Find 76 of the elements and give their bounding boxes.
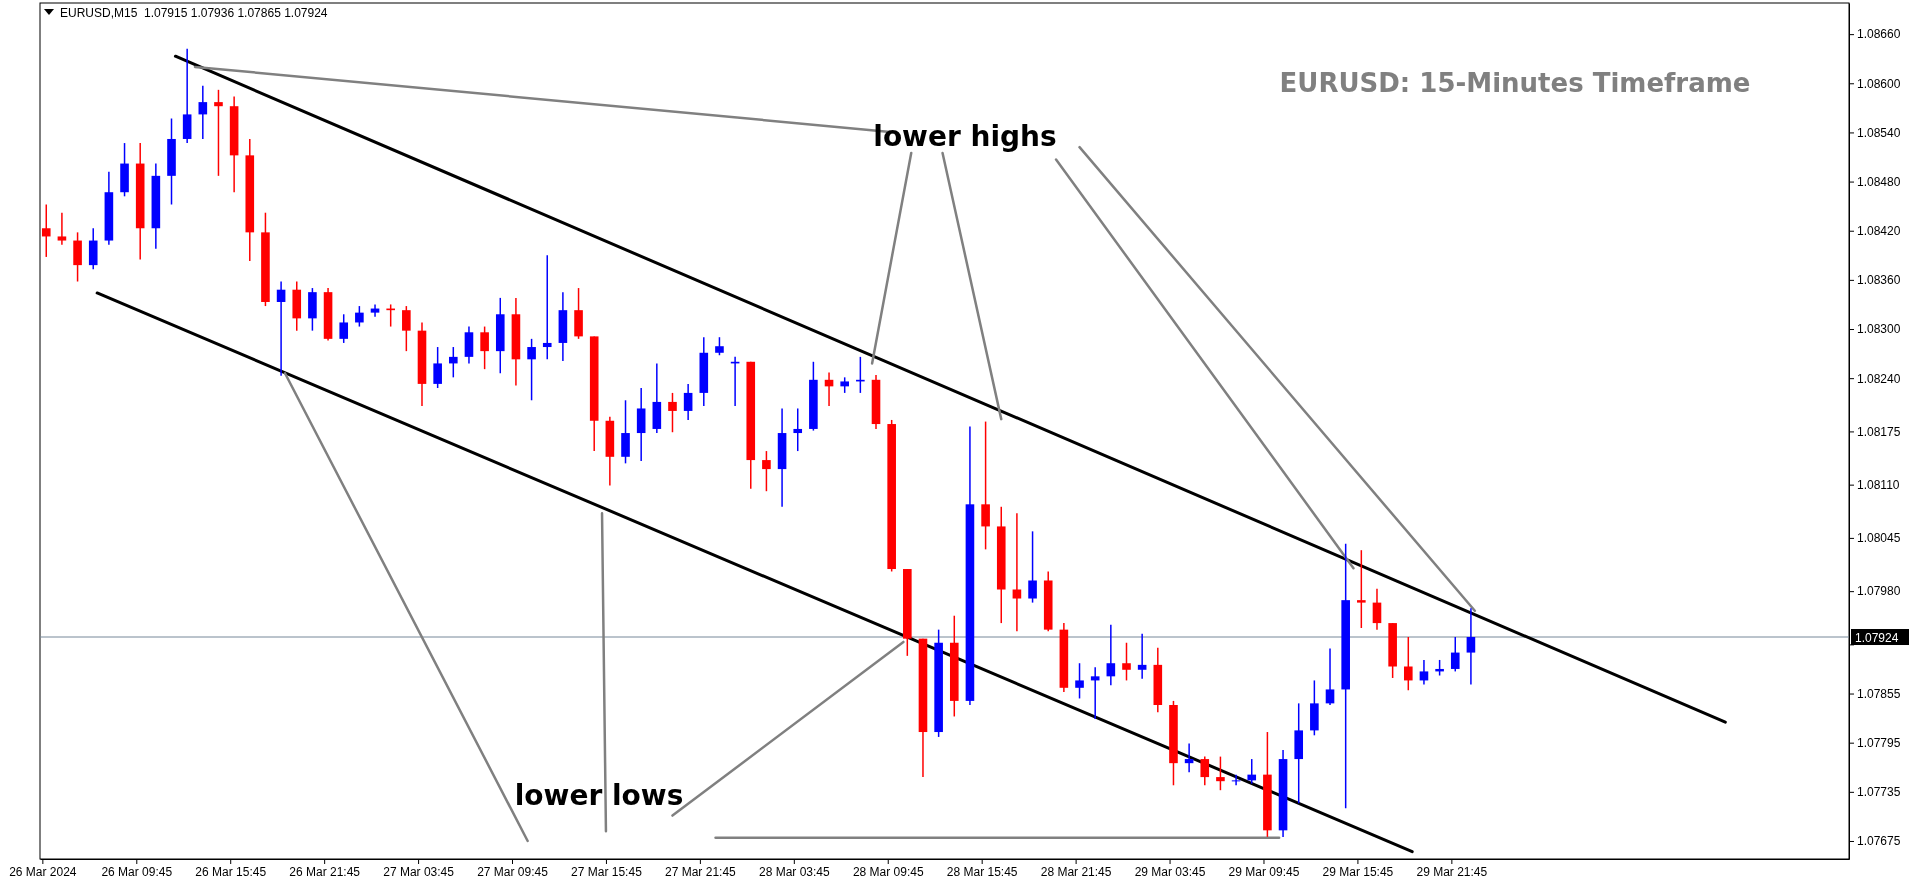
- y-tick-label: 1.08540: [1857, 125, 1901, 140]
- candlestick: [981, 420, 990, 551]
- x-tick-label: 27 Mar 03:45: [383, 864, 455, 879]
- x-tick-label: 26 Mar 2024: [9, 864, 77, 879]
- candlestick: [715, 336, 724, 356]
- y-tick-label: 1.07980: [1857, 584, 1901, 599]
- y-tick-label: 1.07795: [1857, 736, 1901, 751]
- x-tick-label: 26 Mar 15:45: [195, 864, 267, 879]
- candlestick: [1200, 755, 1210, 787]
- x-tick-label: 27 Mar 21:45: [665, 864, 737, 879]
- x-tick-label: 26 Mar 09:45: [101, 864, 173, 879]
- candlestick: [1466, 607, 1476, 686]
- x-tick-label: 26 Mar 21:45: [289, 864, 361, 879]
- y-tick-label: 1.08240: [1857, 371, 1901, 386]
- candlestick: [1106, 623, 1116, 687]
- candlestick: [198, 84, 208, 140]
- candlestick: [339, 313, 349, 344]
- candlestick: [668, 392, 677, 433]
- candlestick: [214, 89, 223, 177]
- candlestick: [1372, 587, 1382, 631]
- annotation: lower highs: [873, 120, 1057, 153]
- y-tick-label: 1.08175: [1857, 424, 1901, 439]
- candlestick: [355, 305, 364, 328]
- candlestick: [449, 346, 458, 379]
- candlestick: [621, 399, 630, 465]
- candlestick: [433, 346, 442, 389]
- candlestick: [1419, 659, 1429, 686]
- candlestick: [1450, 636, 1460, 673]
- candlestick: [1325, 647, 1335, 706]
- annotation: lower lows: [514, 779, 684, 812]
- candlestick: [1122, 642, 1131, 682]
- candlestick: [793, 407, 803, 452]
- candlestick: [1012, 512, 1022, 633]
- candlestick: [1090, 666, 1100, 720]
- candlestick: [480, 325, 489, 370]
- x-tick-label: 28 Mar 03:45: [758, 864, 830, 879]
- x-tick-label: 29 Mar 15:45: [1322, 864, 1394, 879]
- candlestick: [1028, 530, 1037, 604]
- y-tick-label: 1.08360: [1857, 273, 1901, 288]
- y-tick-label: 1.07855: [1857, 686, 1901, 701]
- candlestick: [762, 450, 771, 492]
- y-tick-label: 1.07735: [1857, 785, 1901, 800]
- candlestick: [402, 305, 411, 352]
- candlestick: [527, 338, 536, 402]
- ref-line-label: 1.07924: [1855, 631, 1899, 646]
- candlestick: [1184, 742, 1194, 773]
- y-tick-label: 1.08480: [1857, 174, 1901, 189]
- candlestick: [57, 211, 67, 246]
- y-tick-label: 1.08110: [1857, 477, 1900, 492]
- text: EURUSD: 15-Minutes Timeframe: [1279, 68, 1751, 98]
- candlestick: [683, 383, 693, 421]
- candlestick: [1075, 662, 1084, 700]
- candlestick: [542, 254, 552, 361]
- chart-subtitle: EURUSD,M15 1.07915 1.07936 1.07865 1.07924: [60, 6, 328, 20]
- x-tick-label: 29 Mar 09:45: [1228, 864, 1300, 879]
- x-tick-label: 28 Mar 09:45: [852, 864, 924, 879]
- y-tick-label: 1.08300: [1857, 322, 1901, 337]
- y-tick-label: 1.08045: [1857, 531, 1901, 546]
- y-tick-label: 1.08660: [1857, 27, 1901, 42]
- candlestick: [1216, 755, 1225, 791]
- candlestick: [370, 303, 380, 318]
- y-tick-label: 1.07675: [1857, 834, 1901, 849]
- x-tick-label: 28 Mar 15:45: [946, 864, 1018, 879]
- x-tick-label: 27 Mar 09:45: [477, 864, 549, 879]
- candlestick: [1137, 632, 1147, 680]
- x-tick-label: 29 Mar 21:45: [1416, 864, 1488, 879]
- x-tick-label: 27 Mar 15:45: [571, 864, 643, 879]
- x-tick-label: 28 Mar 21:45: [1040, 864, 1112, 879]
- x-tick-label: 29 Mar 03:45: [1134, 864, 1206, 879]
- y-tick-label: 1.08420: [1857, 224, 1901, 239]
- candlestick: [276, 280, 286, 377]
- y-tick-label: 1.08600: [1857, 76, 1901, 91]
- candlestick: [1403, 636, 1413, 692]
- candlestick: [1247, 758, 1257, 785]
- candlestick: [1357, 549, 1366, 629]
- candlestick: [41, 203, 51, 258]
